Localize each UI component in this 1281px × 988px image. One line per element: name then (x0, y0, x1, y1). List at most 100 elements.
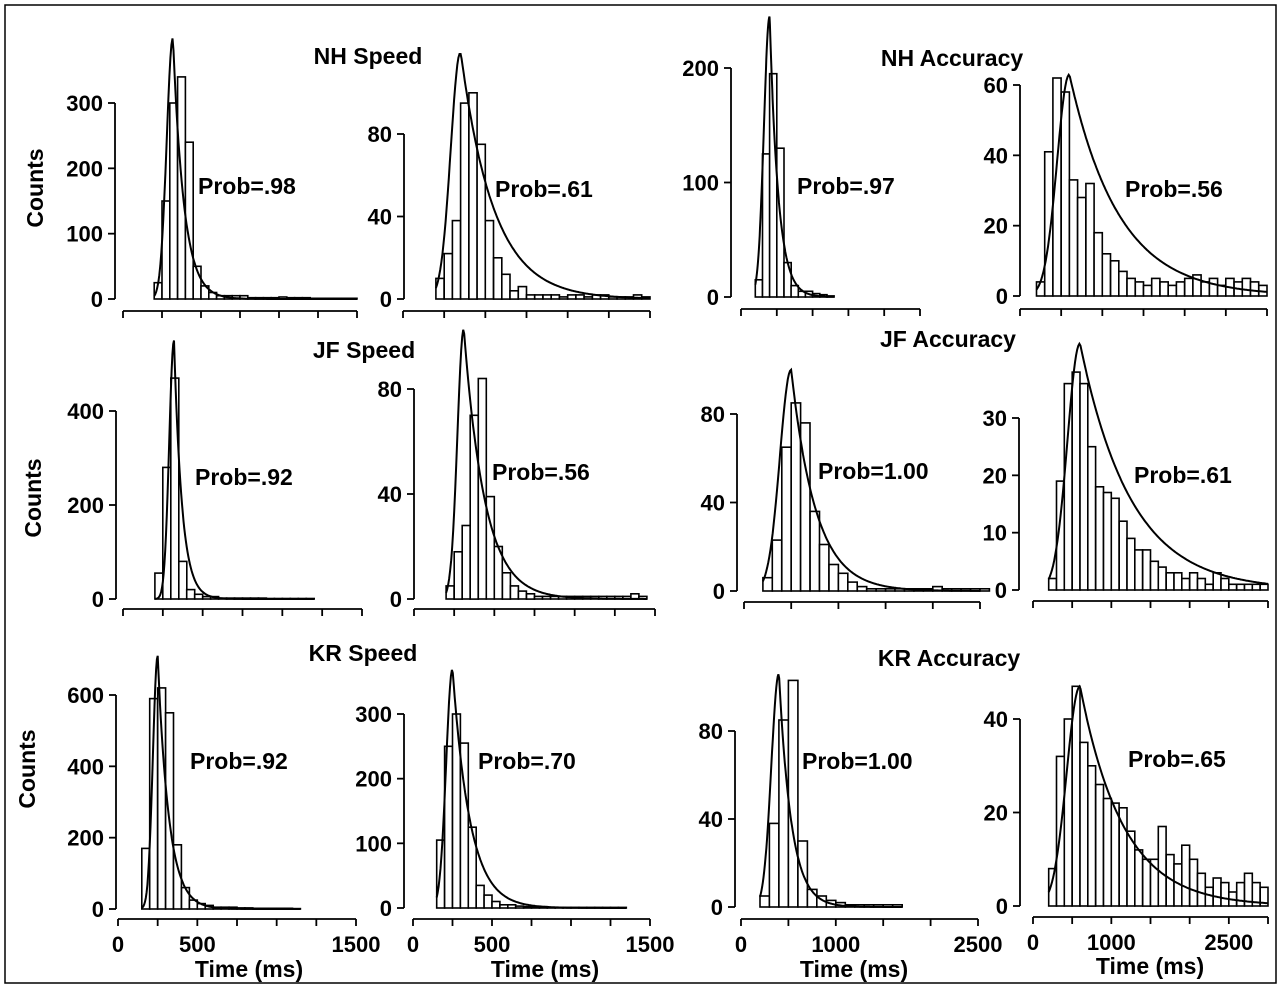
bar-kr-accuracy-2-27 (1259, 886, 1269, 907)
bar-jf-accuracy-2-4 (1079, 382, 1089, 591)
bar-jf-accuracy-2-10 (1126, 537, 1136, 591)
panel-nh-speed-2: 0 40 80 Prob=.61 (368, 53, 651, 318)
bar-nh-accuracy-2-4 (1068, 179, 1079, 297)
fit-curve-kr-speed-1 (141, 655, 301, 910)
bar-jf-speed-1-5 (193, 593, 204, 600)
bar-jf-accuracy-1-12 (875, 587, 887, 592)
y-tick-label-kr-accuracy-2-2: 40 (984, 707, 1008, 732)
bar-kr-accuracy-2-12 (1141, 858, 1152, 907)
group-title-nh-accuracy: NH Accuracy (881, 45, 1024, 71)
y-axis-title-row-2: Counts (20, 458, 46, 537)
prob-label-jf-speed-1: Prob=.92 (195, 464, 293, 490)
fit-curve-jf-speed-2 (445, 329, 647, 600)
bar-nh-speed-2-18 (583, 296, 594, 300)
bar-kr-speed-2-8 (499, 903, 509, 909)
fit-curve-kr-speed-2 (435, 669, 627, 909)
y-tick-label-jf-speed-2-2: 80 (378, 377, 402, 402)
bar-kr-accuracy-2-11 (1134, 849, 1144, 907)
bar-jf-accuracy-2-16 (1173, 571, 1183, 591)
panel-kr-accuracy-2: 0 20 40 0 1000 2500 Prob=.65 (984, 684, 1269, 955)
bar-kr-accuracy-2-2 (1063, 718, 1073, 907)
bar-kr-accuracy-2-6 (1094, 783, 1105, 907)
panel-kr-speed-2: 0 100 200 300 0 500 1500 Prob=.70 (355, 669, 675, 957)
bar-jf-speed-2-2 (461, 524, 472, 600)
y-tick-label-nh-speed-2-1: 40 (368, 205, 392, 230)
y-tick-label-kr-accuracy-1-0: 0 (711, 895, 723, 920)
y-tick-label-kr-speed-2-3: 300 (355, 702, 392, 727)
y-tick-label-jf-speed-2-1: 40 (378, 482, 402, 507)
bar-nh-accuracy-2-10 (1118, 270, 1128, 297)
bar-jf-accuracy-1-2 (780, 446, 792, 592)
bar-nh-speed-2-6 (484, 219, 495, 300)
panel-kr-speed-1: 0 200 400 600 0 500 1500 Prob=.92 (67, 655, 380, 957)
bar-jf-accuracy-2-11 (1134, 549, 1144, 591)
bar-jf-speed-2-8 (509, 585, 520, 600)
bar-nh-accuracy-2-20 (1200, 281, 1211, 297)
y-tick-label-jf-accuracy-2-0: 0 (995, 578, 1007, 603)
x-tick-label-kr-accuracy-2-2: 2500 (1204, 930, 1253, 955)
bar-kr-speed-2-7 (491, 900, 501, 909)
y-tick-label-jf-speed-2-0: 0 (390, 587, 402, 612)
bar-nh-speed-1-2 (169, 102, 179, 300)
bar-kr-accuracy-2-17 (1181, 844, 1191, 907)
bar-kr-speed-2-9 (506, 903, 517, 909)
fit-curve-nh-speed-2 (434, 53, 650, 300)
bar-nh-speed-2-13 (542, 294, 552, 300)
prob-label-kr-accuracy-2: Prob=.65 (1128, 746, 1226, 772)
y-tick-label-nh-speed-1-1: 100 (66, 222, 103, 247)
x-tick-label-kr-accuracy-2-1: 1000 (1087, 930, 1136, 955)
y-axis-title-row-1: Counts (22, 148, 48, 227)
y-tick-label-kr-speed-1-0: 0 (92, 897, 104, 922)
bar-jf-accuracy-2-25 (1243, 583, 1254, 591)
x-tick-label-kr-speed-2-2: 1500 (626, 932, 675, 957)
bar-kr-speed-2-5 (475, 884, 485, 909)
bar-nh-accuracy-2-14 (1150, 277, 1161, 297)
bar-kr-speed-2-6 (483, 894, 493, 909)
x-tick-label-kr-accuracy-1-2: 2500 (954, 932, 1003, 957)
x-axis-title-col-4: Time (ms) (1096, 953, 1204, 979)
bar-jf-accuracy-2-19 (1196, 577, 1207, 591)
bar-nh-accuracy-2-25 (1241, 277, 1252, 297)
bar-jf-accuracy-2-17 (1181, 577, 1191, 591)
prob-label-kr-speed-1: Prob=.92 (190, 748, 288, 774)
x-tick-label-kr-speed-2-1: 500 (474, 932, 511, 957)
y-tick-label-kr-accuracy-1-1: 40 (699, 807, 723, 832)
bar-jf-accuracy-2-8 (1110, 497, 1120, 591)
bar-kr-accuracy-2-7 (1102, 797, 1113, 907)
bar-jf-accuracy-2-20 (1204, 583, 1214, 591)
bar-jf-speed-1-3 (178, 560, 188, 600)
bar-nh-accuracy-2-13 (1142, 284, 1153, 297)
bar-nh-accuracy-2-12 (1134, 281, 1145, 297)
x-axis-title-col-2: Time (ms) (491, 956, 599, 982)
y-axis-title-row-3: Counts (14, 729, 40, 808)
y-tick-label-jf-speed-1-2: 400 (67, 399, 104, 424)
bar-nh-speed-2-10 (517, 285, 528, 300)
bar-jf-accuracy-1-10 (856, 585, 868, 592)
y-tick-label-kr-accuracy-1-2: 80 (699, 719, 723, 744)
x-tick-label-kr-speed-2-0: 0 (407, 932, 419, 957)
y-tick-label-nh-speed-1-3: 300 (66, 91, 103, 116)
y-tick-label-jf-accuracy-2-3: 30 (983, 406, 1007, 431)
bar-kr-speed-2-3 (459, 742, 470, 909)
bar-jf-speed-1-2 (170, 377, 180, 600)
bar-kr-accuracy-2-14 (1157, 825, 1167, 907)
bar-jf-speed-2-1 (453, 550, 464, 600)
bar-kr-accuracy-2-4 (1079, 741, 1089, 907)
bar-nh-accuracy-2-17 (1175, 281, 1186, 297)
y-tick-label-nh-accuracy-2-2: 40 (984, 143, 1008, 168)
fit-curve-nh-accuracy-1 (754, 16, 835, 298)
bar-nh-speed-2-9 (509, 289, 519, 300)
prob-label-nh-speed-1: Prob=.98 (198, 173, 296, 199)
bar-nh-accuracy-2-11 (1126, 277, 1136, 297)
bar-jf-speed-2-9 (517, 590, 528, 600)
bar-jf-accuracy-2-5 (1087, 445, 1097, 591)
y-tick-label-nh-accuracy-1-1: 100 (682, 171, 719, 196)
bar-jf-accuracy-2-24 (1235, 583, 1246, 591)
group-title-kr-speed: KR Speed (309, 640, 418, 666)
bar-nh-accuracy-2-16 (1167, 284, 1178, 297)
bar-jf-accuracy-2-7 (1102, 491, 1113, 591)
y-tick-label-nh-speed-1-2: 200 (66, 156, 103, 181)
fit-curve-kr-accuracy-2 (1047, 684, 1269, 905)
x-tick-label-kr-accuracy-2-0: 0 (1027, 930, 1039, 955)
